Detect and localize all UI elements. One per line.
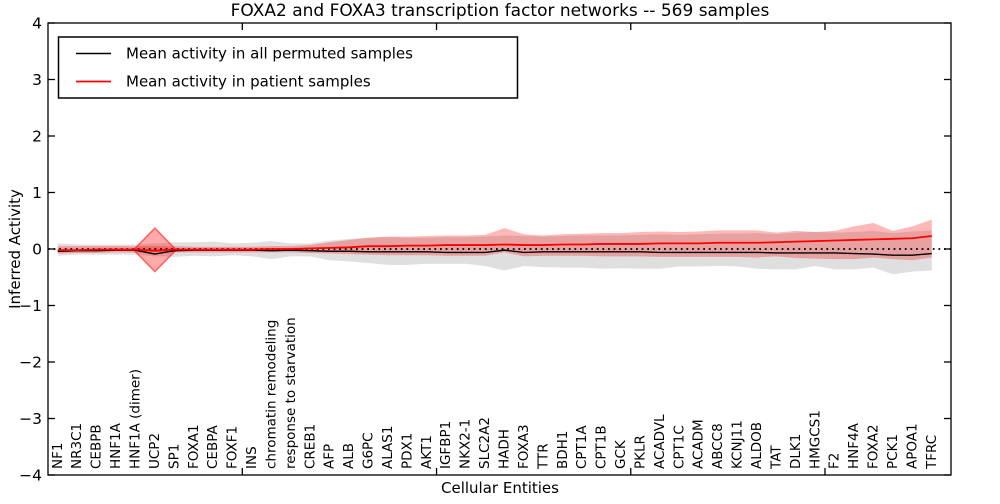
category-label: DLK1 [788,434,804,469]
category-label: CPT1A [574,425,590,469]
category-label: PDX1 [399,433,415,469]
plot-border [47,22,952,476]
y-tick-label: 3 [32,71,42,89]
chart-title: FOXA2 and FOXA3 transcription factor net… [231,1,770,21]
legend-label-permuted: Mean activity in all permuted samples [126,45,413,63]
category-label: SP1 [166,444,182,469]
category-label: HNF4A [846,422,862,469]
category-label: FOXF1 [225,426,241,469]
category-label: ALDOB [749,422,765,469]
y-tick-label: 2 [32,128,42,146]
patient-mean-line [57,235,932,252]
y-tick-label: −3 [19,410,42,428]
category-label: IGFBP1 [438,421,454,469]
category-label: F2 [827,453,843,469]
category-label: CREB1 [302,424,318,469]
category-label: AKT1 [419,435,435,469]
category-label: chromatin remodeling [263,320,279,469]
y-tick-label: 0 [32,241,42,259]
category-label: CEBPB [89,424,105,469]
y-axis-label: Inferred Activity [6,189,24,309]
category-label: AFP [322,444,338,469]
permuted-band [57,230,932,275]
category-label: FOXA1 [186,424,202,469]
category-label: ABCC8 [710,423,726,469]
category-label: NR3C1 [69,423,85,469]
category-label: NF1 [50,443,66,469]
y-tick-label: 1 [32,184,42,202]
category-label: HNF1A [108,422,124,469]
category-label: FOXA2 [866,424,882,469]
category-label: HADH [497,429,513,469]
legend-label-patient: Mean activity in patient samples [126,73,371,91]
category-label: UCP2 [147,433,163,469]
y-tick-label: −1 [19,297,42,315]
category-label: TFRC [924,435,940,470]
y-tick-label: −2 [19,354,42,372]
category-label: SLC2A2 [477,417,493,469]
y-tick-label: 4 [32,15,42,33]
category-label: CPT1C [671,425,687,469]
category-label: KCNJ11 [730,420,746,469]
category-label: APOA1 [904,423,920,469]
x-category-labels: NF1 NR3C1 CEBPB HNF1A HNF1A (dimer) UCP2 SP1 FO… [50,317,940,470]
category-label: TAT [768,445,784,470]
category-label: G6PC [361,432,377,469]
category-label: INS [244,446,260,469]
category-label: FOXA3 [516,424,532,469]
category-label: PKLR [632,435,648,469]
x-axis-label: Cellular Entities [441,479,559,497]
category-label: PCK1 [885,434,901,469]
category-label: BDH1 [555,431,571,469]
category-label: ALB [341,443,357,469]
legend: Mean activity in all permuted samples Me… [57,36,519,99]
category-label: HNF1A (dimer) [127,369,143,469]
category-label: TTR [535,443,551,470]
y-tick-label: −4 [19,467,42,485]
y-tick-labels: 4 3 2 1 0 −1 −2 −3 −4 [19,15,42,485]
mean-lines [57,235,932,256]
legend-box [57,36,519,99]
category-label: response to starvation [283,317,299,469]
category-label: CPT1B [594,425,610,469]
category-label: ALAS1 [380,426,396,469]
category-label: NKX2-1 [458,419,474,469]
category-label: GCK [613,439,629,469]
category-label: ACADM [691,419,707,469]
category-label: HMGCS1 [807,410,823,469]
category-label: CEBPA [205,425,221,469]
category-label: ACADVL [652,414,668,469]
